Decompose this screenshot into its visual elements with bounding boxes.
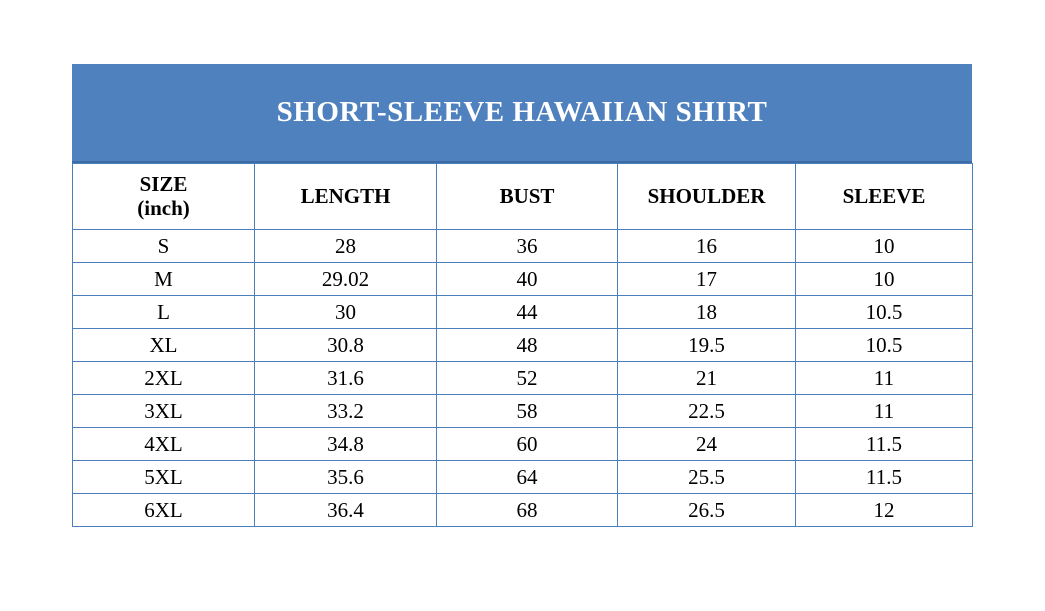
column-header-size-unit: (inch) — [137, 195, 190, 220]
cell-sleeve: 10 — [795, 229, 973, 263]
cell-length: 29.02 — [254, 262, 437, 296]
cell-size: 6XL — [72, 493, 255, 527]
column-header-shoulder: SHOULDER — [617, 163, 796, 230]
table-row: 5XL 35.6 64 25.5 11.5 — [72, 460, 973, 494]
cell-sleeve: 11 — [795, 361, 973, 395]
cell-shoulder: 22.5 — [617, 394, 796, 428]
size-measurements-table: SIZE (inch) LENGTH BUST SHOULDER SLEEVE … — [72, 163, 973, 527]
cell-length: 35.6 — [254, 460, 437, 494]
cell-sleeve: 11.5 — [795, 427, 973, 461]
column-header-size: SIZE (inch) — [72, 163, 255, 230]
column-header-bust: BUST — [436, 163, 618, 230]
cell-sleeve: 11 — [795, 394, 973, 428]
cell-size: 4XL — [72, 427, 255, 461]
cell-length: 36.4 — [254, 493, 437, 527]
cell-size: M — [72, 262, 255, 296]
cell-length: 30.8 — [254, 328, 437, 362]
cell-length: 34.8 — [254, 427, 437, 461]
cell-sleeve: 12 — [795, 493, 973, 527]
cell-shoulder: 25.5 — [617, 460, 796, 494]
table-body: S 28 36 16 10 M 29.02 40 17 10 L 30 44 1… — [72, 229, 973, 527]
column-header-size-label: SIZE — [139, 171, 188, 196]
cell-bust: 40 — [436, 262, 618, 296]
cell-length: 30 — [254, 295, 437, 329]
cell-shoulder: 21 — [617, 361, 796, 395]
cell-bust: 44 — [436, 295, 618, 329]
table-row: S 28 36 16 10 — [72, 229, 973, 263]
table-header-row: SIZE (inch) LENGTH BUST SHOULDER SLEEVE — [72, 163, 973, 230]
cell-sleeve: 11.5 — [795, 460, 973, 494]
cell-bust: 36 — [436, 229, 618, 263]
cell-bust: 60 — [436, 427, 618, 461]
cell-size: S — [72, 229, 255, 263]
cell-shoulder: 18 — [617, 295, 796, 329]
column-header-length: LENGTH — [254, 163, 437, 230]
cell-bust: 48 — [436, 328, 618, 362]
cell-shoulder: 19.5 — [617, 328, 796, 362]
cell-size: 2XL — [72, 361, 255, 395]
cell-bust: 58 — [436, 394, 618, 428]
chart-title-band: SHORT-SLEEVE HAWAIIAN SHIRT — [72, 64, 972, 163]
size-chart: SHORT-SLEEVE HAWAIIAN SHIRT SIZE (inch) … — [72, 64, 973, 527]
cell-shoulder: 24 — [617, 427, 796, 461]
cell-shoulder: 16 — [617, 229, 796, 263]
table-row: 3XL 33.2 58 22.5 11 — [72, 394, 973, 428]
table-row: M 29.02 40 17 10 — [72, 262, 973, 296]
table-row: 4XL 34.8 60 24 11.5 — [72, 427, 973, 461]
table-row: 2XL 31.6 52 21 11 — [72, 361, 973, 395]
table-row: L 30 44 18 10.5 — [72, 295, 973, 329]
cell-sleeve: 10 — [795, 262, 973, 296]
cell-bust: 64 — [436, 460, 618, 494]
cell-size: XL — [72, 328, 255, 362]
cell-shoulder: 26.5 — [617, 493, 796, 527]
cell-shoulder: 17 — [617, 262, 796, 296]
cell-length: 33.2 — [254, 394, 437, 428]
cell-bust: 52 — [436, 361, 618, 395]
page-title: SHORT-SLEEVE HAWAIIAN SHIRT — [276, 95, 768, 128]
cell-size: 5XL — [72, 460, 255, 494]
cell-size: 3XL — [72, 394, 255, 428]
cell-length: 31.6 — [254, 361, 437, 395]
table-row: XL 30.8 48 19.5 10.5 — [72, 328, 973, 362]
cell-length: 28 — [254, 229, 437, 263]
cell-size: L — [72, 295, 255, 329]
table-row: 6XL 36.4 68 26.5 12 — [72, 493, 973, 527]
cell-sleeve: 10.5 — [795, 328, 973, 362]
cell-bust: 68 — [436, 493, 618, 527]
column-header-sleeve: SLEEVE — [795, 163, 973, 230]
cell-sleeve: 10.5 — [795, 295, 973, 329]
